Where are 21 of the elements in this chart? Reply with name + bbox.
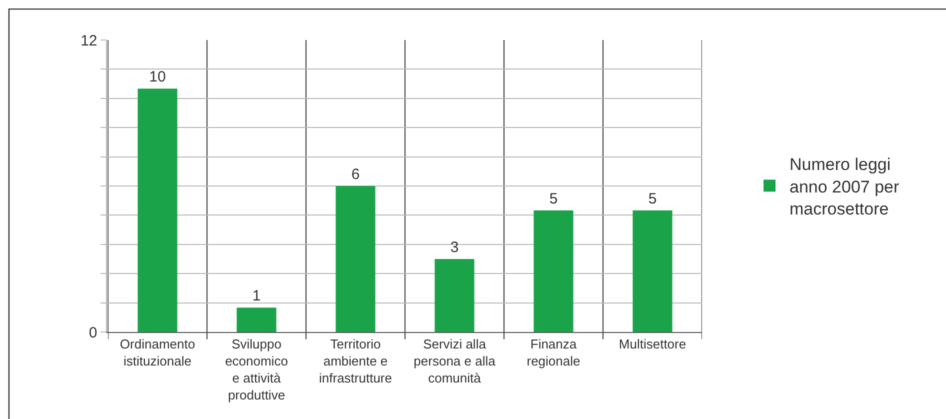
data-label: 5 — [648, 190, 657, 208]
data-label: 1 — [252, 288, 261, 305]
bar — [434, 259, 474, 332]
x-tick-label: Ordinamento istituzionale — [120, 336, 196, 369]
bar — [236, 308, 276, 332]
data-label: 10 — [149, 68, 166, 86]
data-label: 5 — [549, 190, 558, 208]
bar — [534, 210, 574, 332]
bar — [336, 186, 376, 332]
x-tick-label: Servizi alla persona e alla comunità — [414, 336, 496, 386]
data-label: 3 — [450, 239, 459, 256]
x-tick-label: Sviluppo economico e attività produttive — [225, 336, 288, 402]
bar — [138, 88, 178, 332]
y-tick-label: 12 — [80, 32, 98, 50]
x-tick-label: Multisettore — [618, 336, 686, 352]
x-tick-label: Finanza regionale — [526, 336, 580, 369]
x-tick-label: Territorio ambiente e infrastrutture — [319, 336, 392, 386]
legend-label: Numero leggi anno 2007 per macrosettore — [790, 155, 900, 218]
data-label: 6 — [351, 166, 360, 183]
y-tick-label: 0 — [88, 324, 98, 342]
bar — [632, 210, 672, 332]
